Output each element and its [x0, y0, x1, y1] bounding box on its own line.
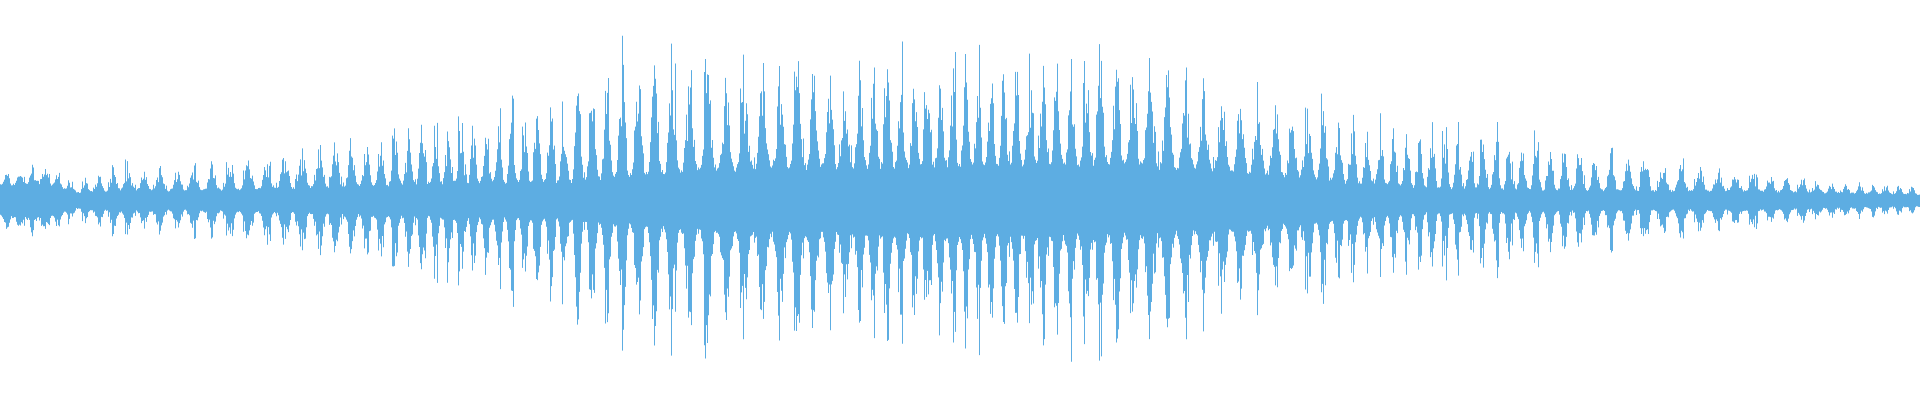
waveform-samples	[0, 35, 1920, 362]
